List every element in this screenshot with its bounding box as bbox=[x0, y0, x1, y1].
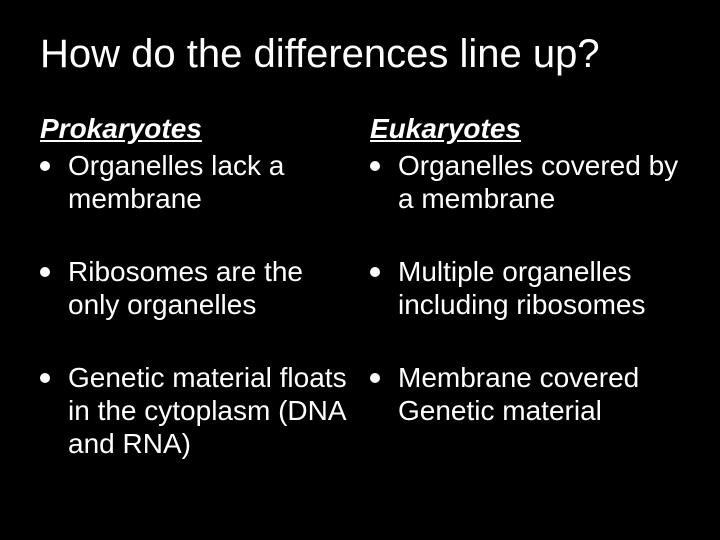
bullet-icon bbox=[40, 161, 50, 171]
column-heading: Prokaryotes bbox=[40, 113, 350, 145]
bullet-icon bbox=[370, 267, 380, 277]
bullet-icon bbox=[40, 267, 50, 277]
bullet-icon bbox=[40, 373, 50, 383]
bullet-icon bbox=[370, 373, 380, 383]
list-item: Organelles lack a membrane bbox=[40, 149, 350, 215]
list-item: Multiple organelles including ribosomes bbox=[370, 255, 680, 321]
list-item-text: Membrane covered Genetic material bbox=[398, 361, 680, 427]
column-prokaryotes: Prokaryotes Organelles lack a membrane R… bbox=[40, 113, 350, 500]
list-item: Genetic material floats in the cytoplasm… bbox=[40, 361, 350, 460]
column-heading: Eukaryotes bbox=[370, 113, 680, 145]
list-item-text: Genetic material floats in the cytoplasm… bbox=[68, 361, 350, 460]
comparison-columns: Prokaryotes Organelles lack a membrane R… bbox=[40, 113, 680, 500]
list-item-text: Ribosomes are the only organelles bbox=[68, 255, 350, 321]
list-item: Organelles covered by a membrane bbox=[370, 149, 680, 215]
slide-title: How do the differences line up? bbox=[40, 32, 680, 77]
bullet-icon bbox=[370, 161, 380, 171]
column-eukaryotes: Eukaryotes Organelles covered by a membr… bbox=[370, 113, 680, 500]
list-item-text: Organelles lack a membrane bbox=[68, 149, 350, 215]
list-item-text: Organelles covered by a membrane bbox=[398, 149, 680, 215]
list-item: Membrane covered Genetic material bbox=[370, 361, 680, 427]
list-item-text: Multiple organelles including ribosomes bbox=[398, 255, 680, 321]
list-item: Ribosomes are the only organelles bbox=[40, 255, 350, 321]
slide: How do the differences line up? Prokaryo… bbox=[0, 0, 720, 540]
